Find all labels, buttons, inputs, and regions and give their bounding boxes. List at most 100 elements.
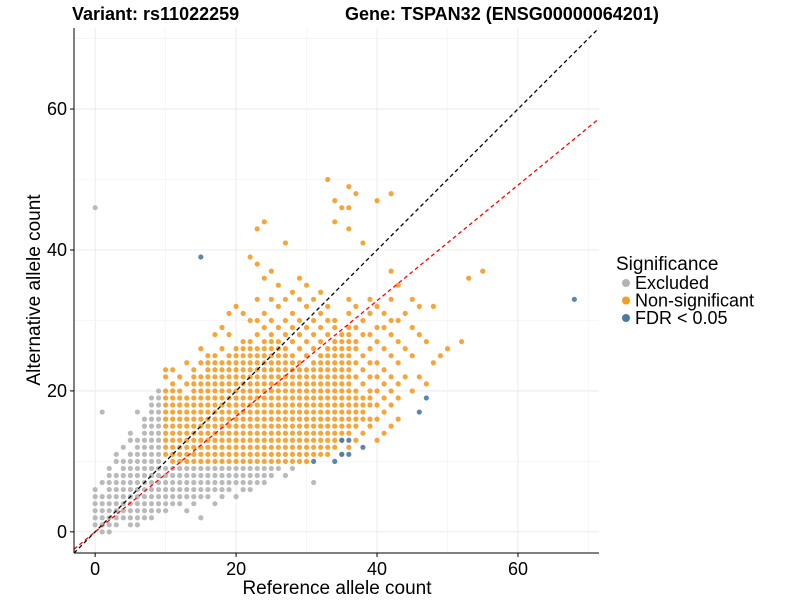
- point-non-significant-75: [198, 374, 204, 380]
- point-non-significant-342: [296, 381, 303, 387]
- point-non-significant-266: [268, 317, 274, 324]
- point-non-significant-523: [374, 437, 380, 443]
- point-non-significant-457: [339, 374, 345, 380]
- point-non-significant-444: [332, 317, 338, 324]
- point-non-significant-389: [318, 444, 324, 450]
- point-excluded-45: [127, 522, 133, 528]
- point-non-significant-368: [303, 303, 310, 309]
- point-non-significant-194: [247, 381, 253, 387]
- legend-label-non-significant: Non-significant: [635, 291, 754, 311]
- point-non-significant-375: [311, 416, 317, 422]
- point-non-significant-449: [339, 430, 345, 436]
- axis-ticks: 0 20 40 60 0 20 40 60: [47, 99, 528, 579]
- point-non-significant-237: [261, 374, 267, 380]
- point-excluded-90: [148, 494, 155, 500]
- point-non-significant-261: [268, 360, 274, 366]
- point-non-significant-55: [191, 416, 197, 422]
- point-non-significant-7: [163, 402, 169, 408]
- point-non-significant-212: [254, 395, 260, 401]
- point-non-significant-178: [240, 360, 246, 366]
- point-non-significant-539: [381, 324, 387, 331]
- point-excluded-6: [92, 205, 98, 211]
- point-non-significant-150: [233, 430, 239, 436]
- point-non-significant-203: [254, 458, 260, 464]
- point-non-significant-372: [311, 437, 317, 443]
- point-non-significant-566: [416, 331, 422, 338]
- point-excluded-120: [155, 402, 162, 408]
- point-non-significant-149: [233, 437, 239, 443]
- point-non-significant-479: [346, 338, 352, 345]
- point-non-significant-157: [233, 381, 239, 387]
- point-non-significant-514: [367, 402, 373, 408]
- point-non-significant-189: [247, 416, 253, 422]
- point-fdr-0-05-4: [339, 437, 345, 443]
- point-non-significant-270: [275, 451, 281, 457]
- point-non-significant-410: [325, 430, 331, 436]
- point-non-significant-570: [430, 360, 436, 366]
- point-excluded-81: [141, 451, 148, 457]
- point-non-significant-466: [346, 430, 352, 436]
- point-excluded-108: [155, 486, 162, 493]
- point-non-significant-550: [388, 191, 394, 197]
- point-non-significant-147: [233, 451, 239, 457]
- point-non-significant-297: [282, 409, 289, 415]
- point-excluded-156: [198, 479, 204, 486]
- point-non-significant-14: [170, 444, 176, 450]
- point-non-significant-23: [170, 381, 176, 387]
- point-non-significant-19: [170, 409, 176, 415]
- point-non-significant-2: [163, 437, 169, 443]
- point-excluded-64: [134, 479, 141, 486]
- point-non-significant-233: [261, 402, 267, 408]
- point-non-significant-480: [346, 331, 352, 338]
- point-non-significant-428: [332, 437, 338, 443]
- point-non-significant-205: [254, 444, 260, 450]
- point-non-significant-493: [353, 388, 359, 394]
- point-excluded-137: [177, 494, 183, 500]
- point-non-significant-441: [332, 346, 338, 352]
- point-non-significant-200: [247, 338, 253, 345]
- point-non-significant-553: [395, 381, 401, 387]
- point-non-significant-571: [430, 303, 436, 309]
- point-excluded-118: [155, 416, 162, 422]
- point-fdr-0-05-3: [339, 451, 345, 457]
- x-tick-label-60: 60: [508, 559, 528, 579]
- point-non-significant-563: [409, 324, 415, 331]
- point-non-significant-378: [311, 395, 317, 401]
- point-non-significant-139: [226, 381, 232, 387]
- point-non-significant-112: [219, 451, 225, 457]
- point-non-significant-83: [205, 423, 211, 429]
- point-non-significant-86: [205, 402, 211, 408]
- point-excluded-186: [247, 486, 253, 493]
- point-excluded-200: [289, 465, 296, 472]
- x-axis-title: Reference allele count: [242, 578, 432, 599]
- point-non-significant-193: [247, 388, 253, 394]
- point-excluded-159: [205, 494, 211, 500]
- point-non-significant-459: [339, 360, 345, 366]
- point-non-significant-395: [318, 402, 324, 408]
- point-non-significant-283: [275, 360, 281, 366]
- point-non-significant-292: [282, 444, 289, 450]
- point-non-significant-495: [353, 360, 359, 366]
- point-excluded-151: [191, 479, 197, 486]
- point-non-significant-366: [303, 338, 310, 345]
- point-non-significant-210: [254, 409, 260, 415]
- point-non-significant-226: [261, 451, 267, 457]
- point-non-significant-169: [240, 423, 246, 429]
- point-non-significant-512: [367, 423, 373, 429]
- point-non-significant-177: [240, 367, 246, 373]
- point-non-significant-334: [296, 437, 303, 443]
- point-excluded-194: [261, 472, 267, 479]
- point-non-significant-64: [198, 451, 204, 457]
- point-non-significant-255: [268, 402, 274, 408]
- point-non-significant-117: [219, 416, 225, 422]
- point-non-significant-106: [212, 374, 218, 380]
- point-non-significant-501: [360, 430, 366, 436]
- point-non-significant-282: [275, 367, 281, 373]
- point-non-significant-332: [296, 451, 303, 457]
- point-non-significant-185: [247, 444, 253, 450]
- point-excluded-72: [141, 515, 148, 521]
- point-non-significant-455: [339, 388, 345, 394]
- point-excluded-114: [155, 444, 162, 450]
- point-non-significant-268: [268, 268, 274, 274]
- point-non-significant-213: [254, 388, 260, 394]
